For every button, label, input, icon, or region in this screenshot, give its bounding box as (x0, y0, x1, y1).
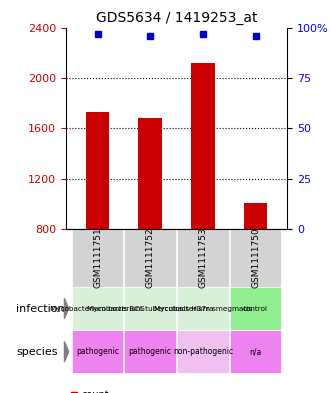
Bar (138, 118, 162, 229)
Text: GSM1111750: GSM1111750 (251, 228, 260, 288)
Bar (124, 229, 176, 287)
Bar (230, 287, 281, 330)
Bar (72, 287, 123, 330)
Text: Mycobacterium bovis BCG: Mycobacterium bovis BCG (50, 305, 145, 312)
Text: species: species (16, 347, 57, 357)
Bar (177, 229, 229, 287)
Text: control: control (243, 305, 268, 312)
Text: non-pathogenic: non-pathogenic (173, 347, 233, 356)
Bar (191, 63, 215, 229)
Bar (86, 112, 110, 229)
Text: n/a: n/a (249, 347, 262, 356)
Title: GDS5634 / 1419253_at: GDS5634 / 1419253_at (96, 11, 257, 25)
Bar (230, 229, 281, 287)
Text: GSM1111752: GSM1111752 (146, 228, 155, 288)
Bar (177, 330, 229, 373)
Bar (124, 287, 176, 330)
Text: Mycobacterium tuberculosis H37ra: Mycobacterium tuberculosis H37ra (87, 305, 214, 312)
Bar (230, 330, 281, 373)
Bar (124, 330, 176, 373)
Text: pathogenic: pathogenic (76, 347, 119, 356)
Polygon shape (64, 298, 69, 319)
Text: GSM1111753: GSM1111753 (198, 228, 207, 288)
Text: Mycobacterium smegmatis: Mycobacterium smegmatis (154, 305, 252, 312)
Text: GSM1111751: GSM1111751 (93, 228, 102, 288)
Text: count: count (82, 390, 110, 393)
Polygon shape (64, 342, 69, 362)
Text: infection: infection (16, 303, 65, 314)
Text: pathogenic: pathogenic (129, 347, 172, 356)
Bar (72, 330, 123, 373)
Bar (72, 229, 123, 287)
Bar (177, 287, 229, 330)
Bar (244, 203, 267, 229)
